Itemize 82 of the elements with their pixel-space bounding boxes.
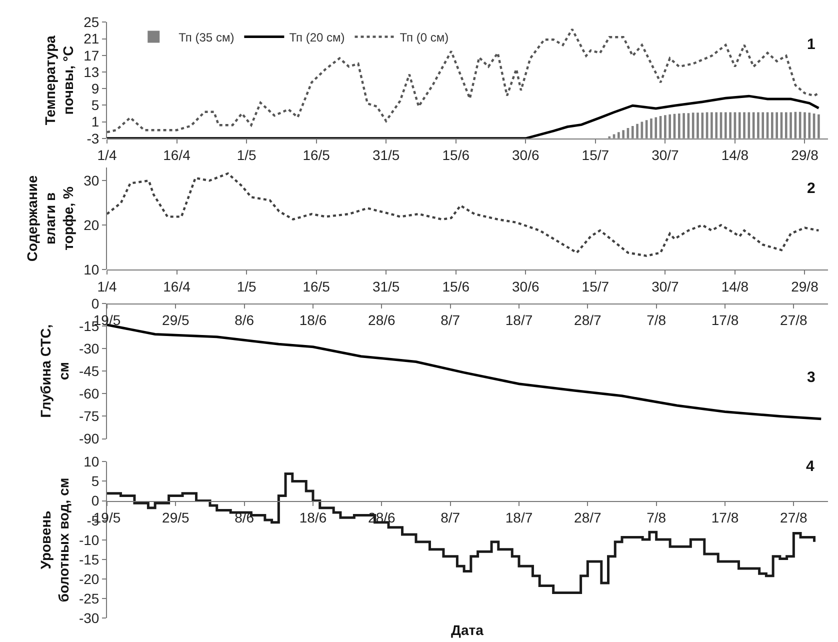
x-tick-label: 16/4 [163, 278, 191, 294]
y-axis-title: Температура почвы, °С [42, 35, 76, 126]
y-tick-label: 17 [84, 47, 100, 64]
x-tick-label: 8/7 [440, 510, 460, 526]
x-tick-label: 31/5 [372, 278, 400, 294]
y-tick-label: 5 [91, 473, 100, 490]
x-tick-label: 29/5 [162, 312, 190, 328]
annotation: 2 [807, 180, 816, 197]
x-tick-label: 8/6 [234, 312, 254, 328]
y-tick-label: -20 [78, 570, 100, 587]
x-tick-label: 14/8 [721, 147, 749, 164]
x-tick-label: 16/4 [163, 147, 191, 164]
x-tick-label: 27/8 [780, 312, 808, 328]
x-tick-label: 15/6 [442, 278, 470, 294]
x-tick-label: 18/7 [505, 510, 533, 526]
y-axis-title: Уровень болотных вод, см [37, 478, 72, 602]
annotation: 1 [807, 36, 816, 53]
y-tick-label: -60 [78, 386, 100, 402]
x-tick-label: 15/7 [582, 147, 610, 164]
legend-label: Тп (35 см) [178, 30, 234, 44]
x-axis-title: Дата [451, 622, 484, 638]
y-tick-label: 20 [84, 217, 100, 234]
y-tick-label: -3 [86, 130, 100, 146]
y-tick-label: 1 [91, 114, 100, 130]
x-tick-label: 8/6 [234, 510, 254, 526]
y-axis-title: Глубина СТС, см [37, 324, 72, 418]
x-tick-label: 1/5 [236, 278, 256, 294]
x-tick-label: 1/5 [236, 147, 256, 164]
y-tick-label: -30 [78, 610, 100, 626]
x-tick-label: 29/5 [162, 510, 190, 526]
x-tick-label: 27/8 [780, 510, 808, 526]
x-tick-label: 31/5 [372, 147, 400, 164]
y-tick-label: -25 [78, 590, 100, 607]
y-tick-label: -45 [78, 362, 100, 379]
x-tick-label: 18/7 [505, 312, 533, 328]
x-tick-label: 1/4 [97, 147, 117, 164]
line-series [107, 324, 822, 420]
x-tick-label: 16/5 [302, 147, 330, 164]
y-tick-label: 13 [84, 64, 100, 80]
y-tick-label: 5 [91, 97, 100, 114]
x-tick-label: 29/8 [791, 278, 819, 294]
y-tick-label: -75 [78, 408, 100, 424]
legend-label: Тп (0 см) [400, 30, 449, 44]
x-tick-label: 17/8 [711, 510, 739, 526]
y-tick-label: 10 [84, 454, 100, 470]
x-tick-label: 18/6 [299, 312, 327, 328]
x-tick-label: 7/8 [646, 312, 666, 328]
x-tick-label: 7/8 [646, 510, 666, 526]
x-tick-label: 8/7 [440, 312, 460, 328]
y-tick-label: 10 [84, 262, 100, 278]
y-tick-label: 9 [91, 80, 100, 97]
y-tick-label: 0 [91, 295, 100, 312]
y-tick-label: 30 [84, 172, 100, 189]
x-tick-label: 18/6 [299, 510, 327, 526]
x-tick-label: 30/6 [512, 147, 540, 164]
y-axis-title: Содержание влаги в торфе, % [24, 175, 76, 262]
annotation: 4 [806, 458, 815, 475]
line-series [107, 94, 820, 138]
x-tick-label: 30/7 [652, 278, 680, 294]
annotation: 3 [807, 369, 816, 386]
legend-label: Тп (20 см) [289, 30, 345, 44]
y-tick-label: -15 [78, 551, 100, 568]
y-tick-label: 21 [84, 30, 100, 47]
y-tick-label: 25 [84, 14, 100, 30]
x-tick-label: 28/7 [574, 312, 602, 328]
x-tick-label: 30/6 [512, 278, 540, 294]
x-tick-label: 17/8 [711, 312, 739, 328]
x-tick-label: 29/8 [791, 147, 819, 164]
y-tick-label: -30 [78, 340, 100, 356]
x-tick-label: 30/7 [652, 147, 680, 164]
y-tick-label: -10 [78, 532, 100, 548]
y-tick-label: -90 [78, 430, 100, 447]
x-tick-label: 1/4 [97, 278, 117, 294]
x-tick-label: 15/7 [582, 278, 610, 294]
line-series [107, 28, 820, 134]
y-tick-label: 0 [91, 492, 100, 509]
x-tick-label: 16/5 [302, 278, 330, 294]
x-tick-label: 14/8 [721, 278, 749, 294]
x-tick-label: 15/6 [442, 147, 470, 164]
line-series [107, 172, 820, 257]
x-tick-label: 28/7 [574, 510, 602, 526]
x-tick-label: 28/6 [368, 312, 396, 328]
